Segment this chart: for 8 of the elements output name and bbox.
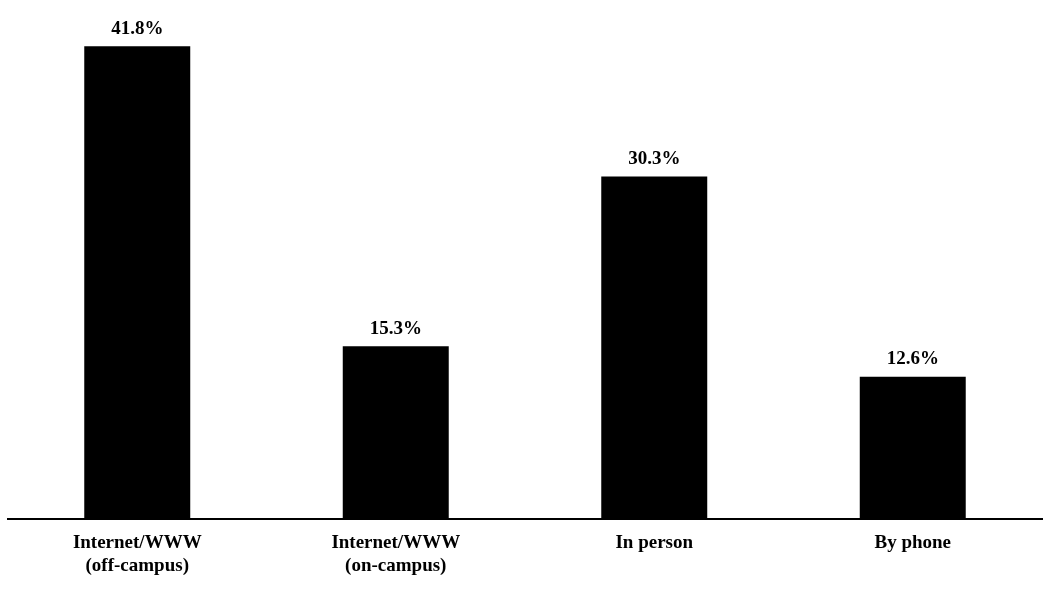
data-label: 15.3% xyxy=(369,316,422,338)
data-label: 41.8% xyxy=(111,16,164,38)
data-label: 30.3% xyxy=(628,146,681,168)
data-label: 12.6% xyxy=(886,347,939,369)
x-tick-label: In person xyxy=(615,530,694,552)
x-tick-label: Internet/WWW (on-campus) xyxy=(331,530,461,576)
x-tick-label: Internet/WWW (off-campus) xyxy=(72,530,202,576)
x-tick-label: By phone xyxy=(874,530,952,552)
